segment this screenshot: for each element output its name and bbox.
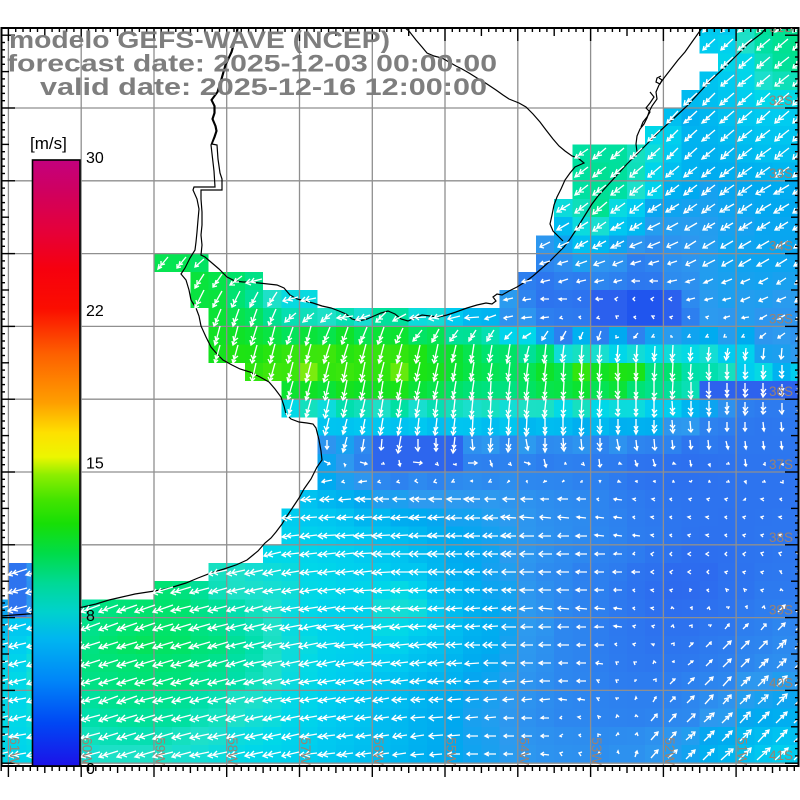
svg-text:30: 30 bbox=[86, 150, 104, 167]
svg-text:36S: 36S bbox=[769, 384, 793, 399]
svg-text:61W: 61W bbox=[7, 737, 22, 765]
svg-text:52W: 52W bbox=[662, 737, 677, 765]
svg-text:valid date: 2025-12-16 12:00:0: valid date: 2025-12-16 12:00:00 bbox=[40, 74, 487, 101]
svg-text:51W: 51W bbox=[735, 737, 750, 765]
svg-text:32S: 32S bbox=[769, 93, 793, 108]
svg-text:54W: 54W bbox=[516, 737, 531, 765]
svg-text:41S: 41S bbox=[769, 748, 793, 763]
svg-text:15: 15 bbox=[86, 456, 104, 473]
svg-text:39S: 39S bbox=[769, 603, 793, 618]
svg-text:22: 22 bbox=[86, 303, 104, 320]
svg-text:56W: 56W bbox=[371, 737, 386, 765]
svg-text:40S: 40S bbox=[769, 675, 793, 690]
svg-text:34S: 34S bbox=[769, 239, 793, 254]
svg-text:31S: 31S bbox=[769, 20, 793, 35]
svg-text:59W: 59W bbox=[153, 737, 168, 765]
svg-text:57W: 57W bbox=[298, 737, 313, 765]
svg-text:55W: 55W bbox=[444, 737, 459, 765]
svg-text:35S: 35S bbox=[769, 311, 793, 326]
svg-text:58W: 58W bbox=[225, 737, 240, 765]
svg-text:37S: 37S bbox=[769, 457, 793, 472]
svg-text:8: 8 bbox=[86, 608, 95, 625]
svg-text:forecast date: 2025-12-03 00:0: forecast date: 2025-12-03 00:00:00 bbox=[7, 51, 497, 78]
svg-text:33S: 33S bbox=[769, 166, 793, 181]
svg-text:38S: 38S bbox=[769, 530, 793, 545]
svg-text:53W: 53W bbox=[589, 737, 604, 765]
svg-text:60W: 60W bbox=[80, 737, 95, 765]
svg-text:[m/s]: [m/s] bbox=[30, 134, 67, 153]
svg-text:0: 0 bbox=[86, 761, 95, 778]
svg-text:modelo GEFS-WAVE (NCEP): modelo GEFS-WAVE (NCEP) bbox=[9, 27, 390, 54]
